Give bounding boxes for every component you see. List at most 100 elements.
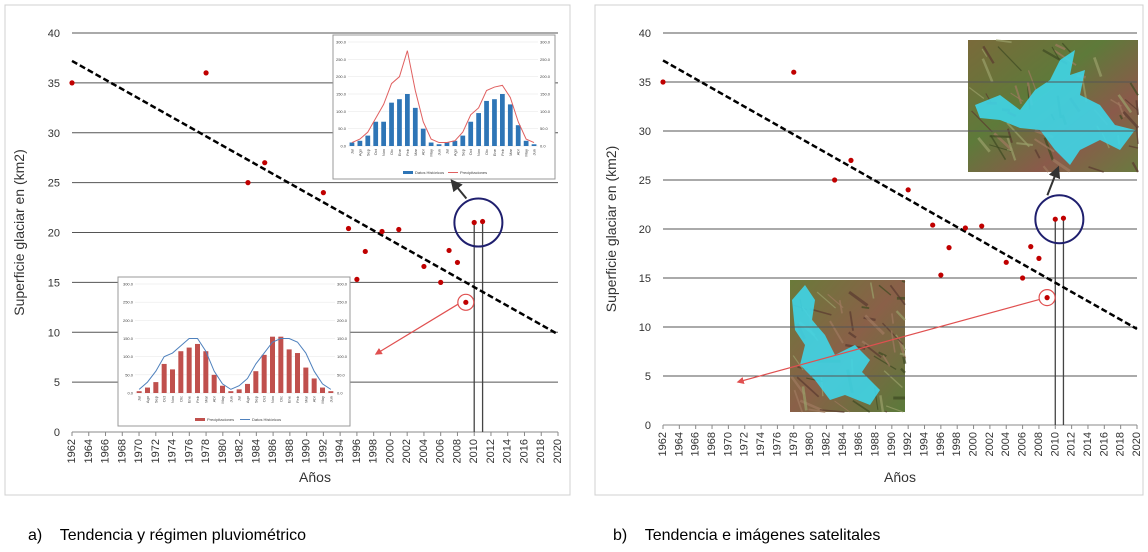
figure: 0510152025303540196219641966196819701972…: [0, 0, 1148, 552]
bar: [178, 351, 183, 393]
data-point: [946, 245, 951, 250]
x-tick-label: 1986: [267, 439, 279, 463]
x-tick-label: 1992: [902, 432, 914, 456]
legend-label: Datos Históricos: [252, 417, 281, 422]
data-point: [1053, 217, 1058, 222]
data-point: [979, 223, 984, 228]
bar: [187, 348, 192, 393]
y-tick-label: 20: [48, 228, 60, 240]
x-tick-label: 2018: [1115, 432, 1127, 456]
x-tick-label: Ene: [187, 395, 192, 403]
x-tick-label: Oct: [162, 395, 167, 402]
x-tick-label: May: [220, 396, 225, 404]
x-tick-label: 1982: [234, 439, 246, 463]
bar: [437, 144, 442, 146]
y-tick-label: 10: [639, 322, 651, 334]
x-tick-label: Abr: [421, 148, 426, 155]
x-tick-label: 2014: [502, 439, 514, 463]
x-tick-label: Ago: [145, 395, 150, 403]
x-tick-label: 2020: [552, 439, 564, 463]
bar: [429, 143, 434, 146]
y-tick-label: 15: [48, 277, 60, 289]
bar: [500, 94, 505, 146]
x-tick-label: 1978: [788, 432, 800, 456]
y-tick-label: 0.0: [127, 391, 133, 396]
y-tick-label: 5: [645, 371, 651, 383]
x-tick-label: Dic: [389, 149, 394, 155]
x-tick-label: Ene: [492, 148, 497, 156]
x-tick-label: 2006: [435, 439, 447, 463]
bar: [153, 382, 158, 393]
y2-tick-label: 200.0: [337, 318, 348, 323]
x-tick-label: 1976: [771, 432, 783, 456]
bar: [397, 99, 402, 146]
y-tick-label: 10: [48, 327, 60, 339]
data-point: [421, 264, 426, 269]
data-point: [321, 190, 326, 195]
x-tick-label: Nov: [270, 396, 275, 403]
legend-swatch: [403, 171, 413, 174]
bar: [468, 122, 473, 146]
x-tick-label: Dic: [278, 396, 283, 402]
x-tick-label: 1962: [66, 439, 78, 463]
x-tick-label: 2000: [968, 432, 980, 456]
bar: [389, 103, 394, 146]
x-tick-label: 1972: [739, 432, 751, 456]
bar: [508, 104, 513, 146]
y-tick-label: 15: [639, 273, 651, 285]
x-tick-label: 1962: [657, 432, 669, 456]
x-tick-label: 1998: [368, 439, 380, 463]
x-tick-label: Sep: [253, 395, 258, 403]
bar: [220, 386, 225, 393]
bar: [532, 144, 537, 146]
x-tick-label: 1984: [250, 439, 262, 463]
bar: [365, 136, 370, 146]
satellite-image: [968, 40, 1138, 172]
y2-tick-label: 100.0: [540, 109, 551, 114]
x-tick-label: Feb: [295, 395, 300, 403]
inset-frame: [333, 35, 555, 179]
x-tick-label: Abr: [516, 148, 521, 155]
bar: [492, 99, 497, 146]
x-tick-label: Ago: [245, 395, 250, 403]
x-tick-label: 1968: [706, 432, 718, 456]
bar: [278, 337, 283, 393]
bar: [358, 141, 363, 146]
x-tick-label: Jun: [532, 149, 537, 155]
x-tick-label: May: [429, 149, 434, 157]
bar: [145, 388, 150, 393]
x-tick-label: Oct: [262, 395, 267, 402]
bar: [350, 143, 355, 146]
data-point: [346, 226, 351, 231]
bar: [413, 108, 418, 146]
data-point: [938, 272, 943, 277]
x-tick-label: Jul: [444, 149, 449, 154]
bar: [170, 369, 175, 393]
data-point: [472, 220, 477, 225]
x-tick-label: 2002: [984, 432, 996, 456]
bar: [373, 122, 378, 146]
x-tick-label: 1968: [116, 439, 128, 463]
x-tick-label: 1986: [853, 432, 865, 456]
x-tick-label: May: [524, 149, 529, 157]
y2-tick-label: 50.0: [540, 126, 549, 131]
data-point: [930, 222, 935, 227]
bar: [203, 351, 208, 393]
bar: [228, 391, 233, 393]
y-tick-label: 20: [639, 224, 651, 236]
bar: [287, 349, 292, 393]
data-point: [379, 229, 384, 234]
data-point: [1061, 216, 1066, 221]
x-tick-label: 1994: [334, 439, 346, 463]
x-tick-label: 2000: [384, 439, 396, 463]
data-point: [1028, 244, 1033, 249]
ridge: [902, 281, 905, 282]
y-axis-label: Superficie glaciar en (km2): [11, 149, 27, 316]
y-tick-label: 0: [645, 420, 651, 432]
y2-tick-label: 150.0: [337, 336, 348, 341]
y-tick-label: 200.0: [123, 318, 134, 323]
x-tick-label: Feb: [500, 148, 505, 156]
x-tick-label: Abr: [212, 395, 217, 402]
x-tick-label: Sep: [153, 395, 158, 403]
x-tick-label: 1980: [804, 432, 816, 456]
